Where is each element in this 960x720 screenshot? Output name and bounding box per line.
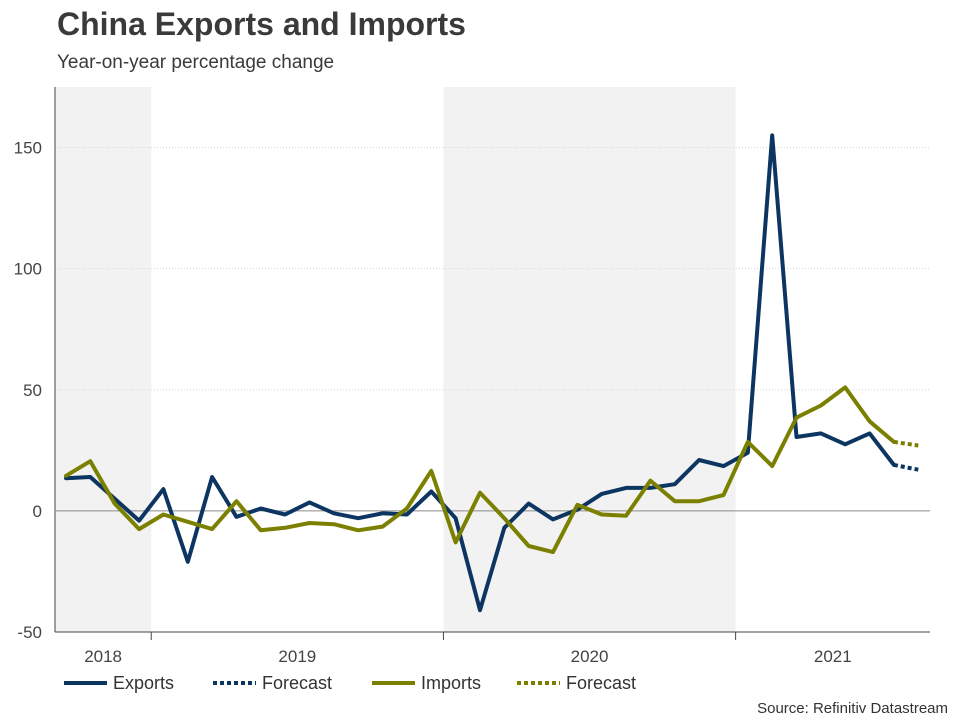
x-tick-label: 2019 xyxy=(278,647,316,666)
series-line-forecast-1 xyxy=(893,462,919,472)
legend-label: Exports xyxy=(113,673,174,693)
series-line-forecast-3 xyxy=(893,439,919,448)
series-lines xyxy=(64,133,919,613)
y-tick-label: 150 xyxy=(14,139,42,158)
y-axis-ticks: -50 0 50 100 150 xyxy=(14,139,42,642)
y-tick-label: 50 xyxy=(23,381,42,400)
y-tick-label: 0 xyxy=(33,502,42,521)
chart-title: China Exports and Imports xyxy=(57,6,466,42)
series-line-imports-2 xyxy=(64,385,896,555)
legend: Exports Forecast Imports Forecast xyxy=(64,673,636,693)
x-tick-label: 2018 xyxy=(84,647,122,666)
x-tick-label: 2021 xyxy=(814,647,852,666)
chart-subtitle: Year-on-year percentage change xyxy=(57,52,335,73)
year-shading xyxy=(55,87,736,632)
legend-label: Forecast xyxy=(566,673,636,693)
shade-2020 xyxy=(443,87,736,632)
source-note: Source: Refinitiv Datastream xyxy=(757,700,948,717)
series-line-exports-0 xyxy=(64,133,896,613)
x-axis-ticks: 2018 2019 2020 2021 xyxy=(84,632,852,666)
x-tick-label: 2020 xyxy=(571,647,609,666)
shade-2018 xyxy=(55,87,152,632)
y-tick-label: 100 xyxy=(14,260,42,279)
y-tick-label: -50 xyxy=(17,623,42,642)
legend-label: Imports xyxy=(421,673,481,693)
legend-label: Forecast xyxy=(262,673,332,693)
